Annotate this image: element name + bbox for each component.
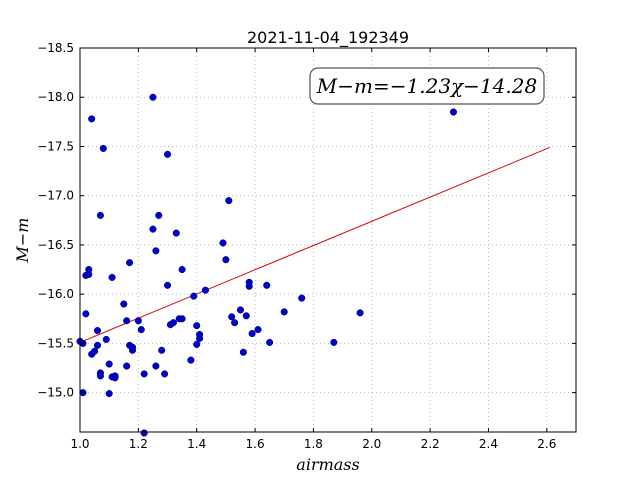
data-point: [137, 326, 145, 334]
data-point: [201, 286, 210, 294]
data-point: [111, 374, 119, 382]
data-points-layer: [76, 93, 458, 437]
data-point: [231, 319, 239, 327]
data-point: [99, 144, 107, 152]
y-tick-label: −17.0: [37, 189, 74, 203]
data-point: [85, 265, 93, 274]
data-point: [82, 310, 90, 318]
data-point: [134, 317, 142, 325]
data-point: [161, 370, 169, 378]
data-point: [96, 211, 104, 219]
data-point: [225, 197, 233, 205]
data-point: [105, 360, 113, 368]
data-point: [196, 334, 204, 343]
data-point: [93, 341, 102, 349]
data-point: [266, 338, 274, 346]
chart-title: 2021-11-04_192349: [247, 28, 409, 48]
annotation-box: [309, 67, 545, 105]
data-point: [330, 338, 338, 346]
y-tick-label: −16.0: [37, 287, 74, 301]
data-point: [140, 370, 148, 378]
y-axis-title: M−m: [13, 218, 32, 264]
data-point: [123, 317, 131, 325]
x-axis-tick-labels: 1.0 1.2 1.4 1.6 1.8 2.0 2.2 2.4 2.6: [70, 437, 556, 451]
x-tick-label: 1.0: [70, 437, 89, 451]
data-point: [193, 322, 201, 330]
y-tick-label: −18.0: [37, 90, 74, 104]
data-point: [245, 278, 253, 286]
y-tick-label: −15.0: [37, 386, 74, 400]
x-tick-label: 2.2: [421, 437, 440, 451]
data-point: [126, 259, 134, 267]
data-point: [169, 319, 177, 327]
y-tick-label: −16.5: [37, 238, 74, 252]
data-point: [254, 326, 262, 334]
data-point: [190, 292, 198, 300]
x-tick-label: 2.0: [362, 437, 381, 451]
data-point: [155, 211, 163, 219]
data-point: [219, 239, 227, 247]
data-point: [152, 362, 160, 370]
data-point: [96, 372, 104, 380]
data-point: [356, 309, 364, 317]
data-point: [102, 335, 110, 343]
x-tick-label: 1.6: [246, 437, 265, 451]
data-point: [263, 281, 271, 289]
y-axis-tick-labels: −15.0 −15.5 −16.0 −16.5 −17.0 −17.5 −18.0 −18.5: [37, 41, 74, 400]
data-point: [105, 390, 113, 398]
data-point: [242, 312, 250, 320]
data-point: [449, 108, 458, 116]
data-point: [163, 150, 172, 158]
y-tick-label: −17.5: [37, 139, 74, 153]
fit-line: [79, 146, 550, 343]
data-point: [178, 315, 186, 323]
fit-line-layer: [79, 146, 550, 343]
data-point: [228, 313, 236, 321]
x-tick-label: 2.4: [479, 437, 498, 451]
data-point: [88, 115, 96, 123]
x-tick-label: 1.2: [129, 437, 148, 451]
x-tick-label: 1.8: [304, 437, 323, 451]
data-point: [178, 265, 186, 274]
data-point: [172, 229, 180, 237]
x-tick-label: 1.4: [187, 437, 206, 451]
plot-area-frame: [79, 47, 577, 433]
y-tick-label: −18.5: [37, 41, 74, 55]
data-point: [152, 247, 160, 255]
data-point: [140, 429, 148, 437]
data-point: [149, 93, 157, 101]
data-point: [128, 343, 137, 351]
data-point: [123, 362, 131, 370]
data-point: [280, 308, 288, 316]
data-point: [158, 346, 166, 354]
data-point: [91, 347, 99, 355]
y-tick-label: −15.5: [37, 336, 74, 350]
annotation-text: M−m=−1.23χ−14.28: [316, 74, 537, 98]
data-point: [120, 300, 128, 308]
data-point: [236, 306, 245, 314]
data-point: [108, 273, 116, 281]
data-point: [93, 327, 102, 335]
data-point: [248, 329, 256, 338]
fit-equation-annotation: M−m=−1.23χ−14.28: [309, 67, 545, 105]
data-point: [187, 356, 195, 364]
axis-ticks: [79, 47, 576, 432]
data-point: [239, 348, 247, 356]
data-point: [222, 256, 230, 264]
data-point: [298, 294, 306, 302]
data-point: [149, 225, 157, 233]
x-tick-label: 2.6: [537, 437, 556, 451]
data-point: [193, 340, 201, 348]
data-point: [163, 281, 172, 289]
x-axis-title: airmass: [296, 455, 359, 474]
